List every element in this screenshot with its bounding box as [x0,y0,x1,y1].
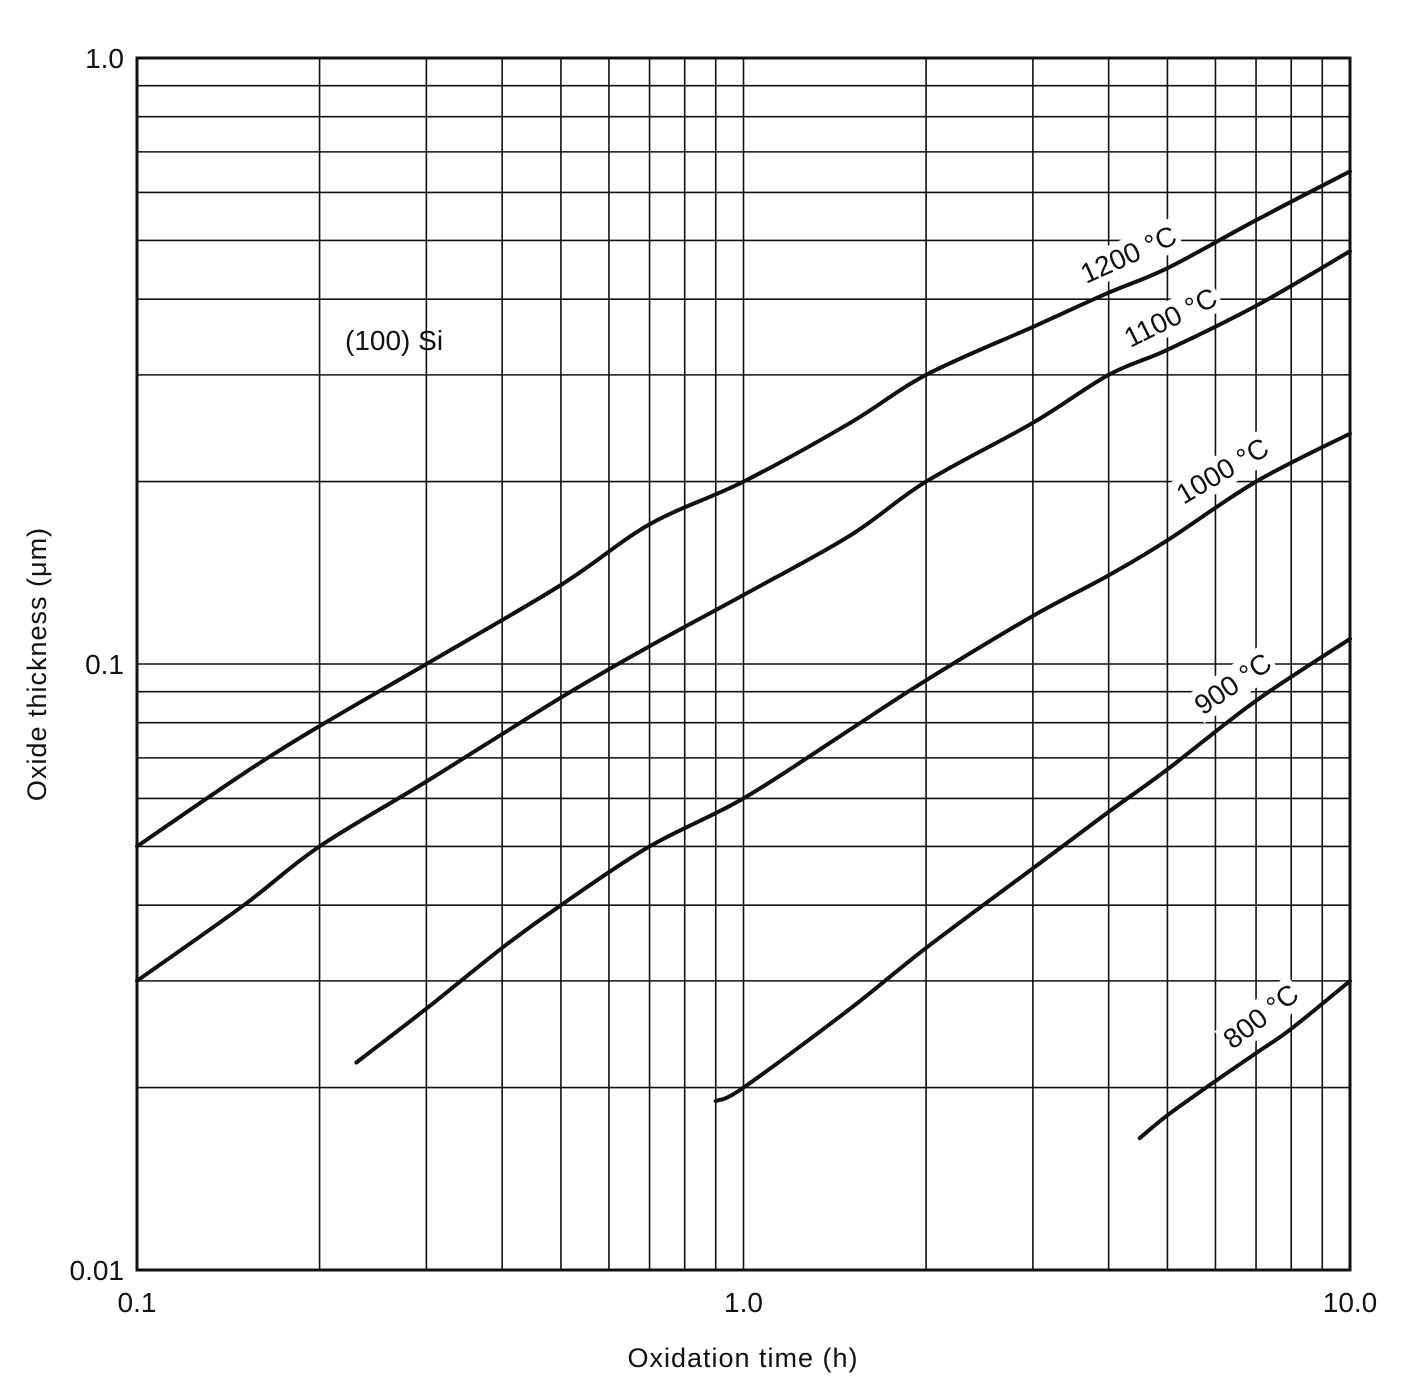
series-line [135,249,1352,983]
series-label-background [1214,975,1308,1058]
series-label-group: 1100 °C [1116,279,1226,356]
series-label-background [1167,429,1278,513]
series-label: 1000 °C [1171,432,1274,510]
plot-frame [135,56,1352,1272]
series-line [135,169,1352,849]
series-label-background [1072,217,1185,292]
series-line [354,431,1352,1065]
tick-labels: 0.1 1.0 10.00.010.11.0 [70,43,1378,1318]
series-label-background [1116,279,1226,356]
y-axis-label: Oxide thickness (μm) [22,527,52,801]
y-tick-label: 0.01 [70,1255,125,1286]
x-tick-label: 1.0 [724,1287,763,1318]
series-label: 1200 °C [1076,220,1181,290]
annotation-label: (100) Si [345,325,443,356]
y-tick-label: 0.1 [85,649,124,680]
series-line [713,636,1352,1104]
series-line [1137,978,1352,1141]
series-label-group: 900 °C [1185,644,1281,724]
y-tick-label: 1.0 [85,43,124,74]
x-axis-label: Oxidation time (h) [627,1343,858,1373]
x-tick-label: 10.0 [1323,1287,1378,1318]
series-label-group: 1000 °C [1167,429,1278,513]
series-label: 900 °C [1189,647,1277,721]
series-label-background [1185,644,1281,724]
series-label-group: 800 °C [1214,975,1308,1058]
series-lines [135,169,1352,1141]
x-tick-label: 0.1 [118,1287,157,1318]
